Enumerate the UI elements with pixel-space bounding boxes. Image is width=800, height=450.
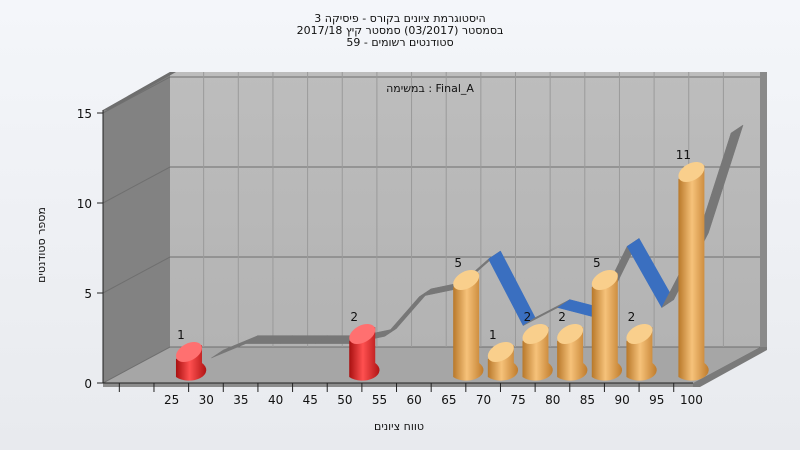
x-tick-label-80: 80 (545, 393, 560, 407)
bar-0 (175, 342, 207, 381)
gridline-y-10 (102, 166, 760, 204)
left-wall-shadow (103, 72, 176, 110)
y-tick-label-10: 10 (77, 197, 92, 211)
bar-1 (349, 324, 380, 381)
floor-front-edge (103, 383, 693, 387)
chart-students-count: סטודנטים רשומים - 59 (346, 36, 454, 49)
bar-value-label-4: 2 (524, 310, 532, 324)
y-tick-label-0: 0 (84, 377, 92, 391)
x-tick-label-90: 90 (614, 393, 629, 407)
x-tick-label-55: 55 (372, 393, 387, 407)
x-tick-label-45: 45 (303, 393, 318, 407)
bar-3 (487, 342, 519, 381)
bar-7 (626, 324, 657, 381)
bar-4 (522, 324, 553, 381)
bar-value-label-8: 11 (676, 148, 691, 162)
chart-semester: בסמסטר (03/2017) סמסטר קיץ 2017/18 (296, 24, 504, 37)
bar-2 (453, 270, 484, 381)
chart-title: היסטוגרמת ציונים בקורס - פיסיקה 3 (314, 12, 486, 25)
x-tick-label-70: 70 (476, 393, 491, 407)
bar-value-label-1: 2 (350, 310, 358, 324)
y-tick-label-15: 15 (77, 107, 92, 121)
x-tick-label-95: 95 (649, 393, 664, 407)
bar-5 (557, 324, 588, 381)
x-tick-label-100: 100 (680, 393, 703, 407)
bar-value-label-0: 1 (177, 328, 185, 342)
x-tick-label-35: 35 (233, 393, 248, 407)
gridline-y-15 (102, 76, 760, 114)
x-tick-label-65: 65 (441, 393, 456, 407)
x-tick-label-40: 40 (268, 393, 283, 407)
bars (175, 162, 709, 381)
x-tick-label-25: 25 (164, 393, 179, 407)
x-tick-label-50: 50 (337, 393, 352, 407)
bar-value-label-6: 5 (593, 256, 601, 270)
bar-value-label-2: 5 (454, 256, 462, 270)
x-tick-label-85: 85 (580, 393, 595, 407)
back-wall-shadow (760, 72, 767, 347)
x-axis-title: טווח ציונים (374, 420, 424, 433)
bar-value-label-3: 1 (489, 328, 497, 342)
right-wall-shadow (693, 347, 767, 387)
bar-value-label-7: 2 (628, 310, 636, 324)
bar-value-label-5: 2 (558, 310, 566, 324)
subtitle-label: במשימה : Final_A (386, 82, 474, 95)
bar-8 (678, 162, 709, 381)
y-tick-label-5: 5 (84, 287, 92, 301)
x-tick-label-30: 30 (199, 393, 214, 407)
value-labels: 1 2 5 1 2 2 5 2 11 (177, 148, 691, 342)
bar-6 (591, 270, 623, 381)
x-tick-label-60: 60 (407, 393, 422, 407)
gridline-y-5 (102, 256, 760, 294)
y-axis-title: מספר סטודנטים (35, 207, 48, 283)
x-tick-label-75: 75 (511, 393, 526, 407)
left-wall (103, 72, 170, 383)
